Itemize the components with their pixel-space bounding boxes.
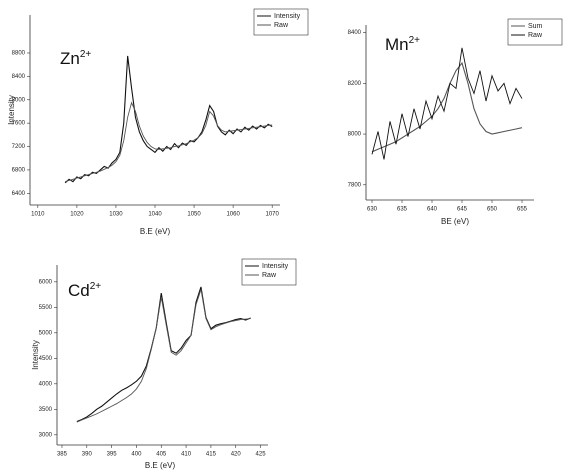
x-tick-label: 1020 [70, 212, 84, 218]
x-tick-label: 650 [487, 207, 498, 213]
x-tick-label: 1070 [266, 212, 280, 218]
x-tick-label: 1060 [226, 212, 240, 218]
x-tick-label: 390 [82, 452, 93, 458]
legend-label: Intensity [274, 13, 301, 20]
legend-label: Sum [528, 23, 543, 30]
y-tick-label: 8000 [348, 132, 362, 138]
y-tick-label: 6800 [12, 168, 26, 174]
x-tick-label: 425 [256, 452, 267, 458]
x-tick-label: 655 [517, 207, 528, 213]
y-tick-label: 4500 [39, 356, 53, 362]
y-tick-label: 6000 [39, 279, 53, 285]
y-tick-label: 7800 [348, 182, 362, 188]
x-axis-label: B.E (eV) [145, 461, 176, 470]
x-tick-label: 395 [107, 452, 118, 458]
data-line [64, 55, 273, 184]
legend-box [241, 258, 297, 286]
x-tick-label: 1030 [109, 212, 123, 218]
charge: 2+ [409, 35, 421, 46]
panel-label: Mn2+ [385, 35, 420, 55]
legend-box [507, 18, 563, 46]
x-tick-label: 415 [206, 452, 217, 458]
x-tick-label: 640 [427, 207, 438, 213]
panel: 1010 1020 1030 1040 1050 1060 1070 6400 6800 7200… [7, 8, 309, 236]
x-axis-label: BE (eV) [441, 217, 469, 226]
element: Cd [68, 281, 90, 300]
y-tick-label: 5000 [39, 330, 53, 336]
y-tick-label: 3000 [39, 432, 53, 438]
legend: Sum Raw [507, 18, 563, 46]
x-tick-label: 410 [181, 452, 192, 458]
x-tick-label: 400 [131, 452, 142, 458]
x-tick-label: 385 [57, 452, 68, 458]
panel-label: Cd2+ [68, 281, 101, 301]
y-tick-label: 4000 [39, 381, 53, 387]
x-tick-label: 645 [457, 207, 468, 213]
data-line [76, 289, 251, 423]
y-tick-label: 7600 [12, 121, 26, 127]
panel: 385 390 395 400 405 410 415 420 425 3000 3500 4000 4… [31, 258, 297, 470]
legend-label: Raw [274, 22, 289, 29]
y-tick-label: 8400 [12, 74, 26, 80]
y-tick-label: 6400 [12, 191, 26, 197]
y-axis-label: Intensity [7, 95, 16, 125]
y-tick-label: 8400 [348, 30, 362, 36]
x-tick-label: 1050 [187, 212, 201, 218]
y-tick-label: 8200 [348, 81, 362, 87]
y-tick-label: 8000 [12, 97, 26, 103]
y-tick-label: 5500 [39, 305, 53, 311]
y-tick-label: 8800 [12, 51, 26, 57]
x-tick-label: 630 [367, 207, 378, 213]
charge: 2+ [90, 281, 102, 292]
y-tick-label: 3500 [39, 407, 53, 413]
legend-box [253, 8, 309, 36]
element: Mn [385, 35, 409, 54]
panel: 630 635 640 645 650 655 7800 8000 8200 8400 BE (eV… [348, 18, 563, 226]
data-line [371, 47, 523, 160]
y-axis-label: Intensity [31, 340, 40, 370]
data-line [65, 101, 273, 183]
x-tick-label: 420 [231, 452, 242, 458]
legend-label: Intensity [262, 263, 289, 270]
panel-label: Zn2+ [60, 49, 91, 69]
x-tick-label: 1040 [148, 212, 162, 218]
element: Zn [60, 49, 80, 68]
legend: Intensity Raw [253, 8, 309, 36]
legend-label: Raw [262, 272, 277, 279]
legend-label: Raw [528, 32, 543, 39]
charge: 2+ [80, 49, 92, 60]
legend: Intensity Raw [241, 258, 297, 286]
data-line [76, 286, 251, 423]
x-axis-label: B.E (eV) [140, 227, 171, 236]
x-tick-label: 635 [397, 207, 408, 213]
x-tick-label: 1010 [31, 212, 45, 218]
y-tick-label: 7200 [12, 144, 26, 150]
x-tick-label: 405 [156, 452, 167, 458]
